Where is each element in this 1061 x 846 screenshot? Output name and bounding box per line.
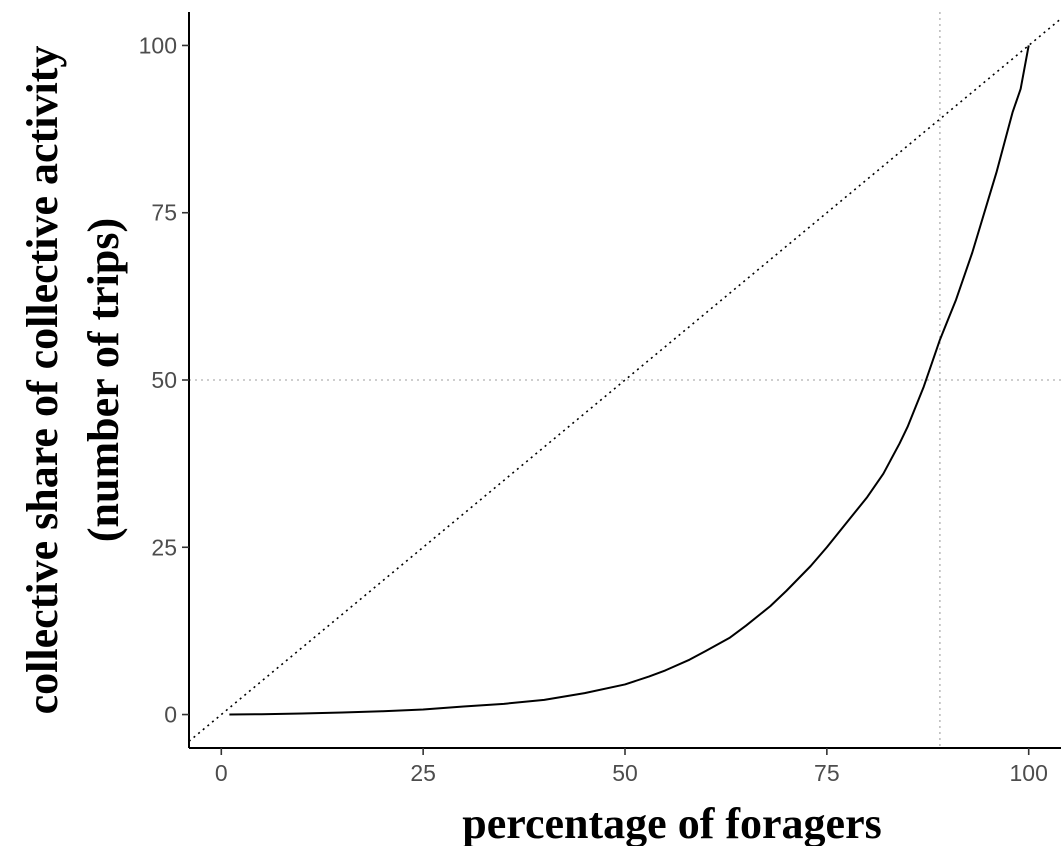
y-axis-title-group-2: (number of trips): [79, 218, 128, 542]
plot-area: [189, 12, 1061, 748]
x-tick-label: 75: [814, 760, 840, 786]
equality-line: [189, 18, 1061, 742]
y-tick-label: 50: [151, 367, 177, 393]
axes: [182, 12, 1061, 755]
x-tick-label: 25: [410, 760, 436, 786]
y-tick-label: 0: [164, 702, 177, 728]
y-tick-label: 100: [139, 32, 177, 58]
y-axis-title-line2: (number of trips): [79, 218, 128, 542]
plot-clip-group: [189, 12, 1061, 748]
y-tick-label: 75: [151, 200, 177, 226]
x-tick-label: 0: [215, 760, 228, 786]
series-line-0: [229, 45, 1030, 716]
x-axis-title: percentage of foragers: [462, 799, 881, 846]
tick-labels: 0 25 50 75 100 0 25 50 75 100: [139, 32, 1048, 786]
x-tick-label: 50: [612, 760, 638, 786]
y-tick-label: 25: [151, 534, 177, 560]
y-axis-title-line1: collective share of collective activity: [18, 46, 67, 715]
y-axis-title-group: collective share of collective activity: [18, 46, 67, 715]
x-tick-label: 100: [1010, 760, 1048, 786]
